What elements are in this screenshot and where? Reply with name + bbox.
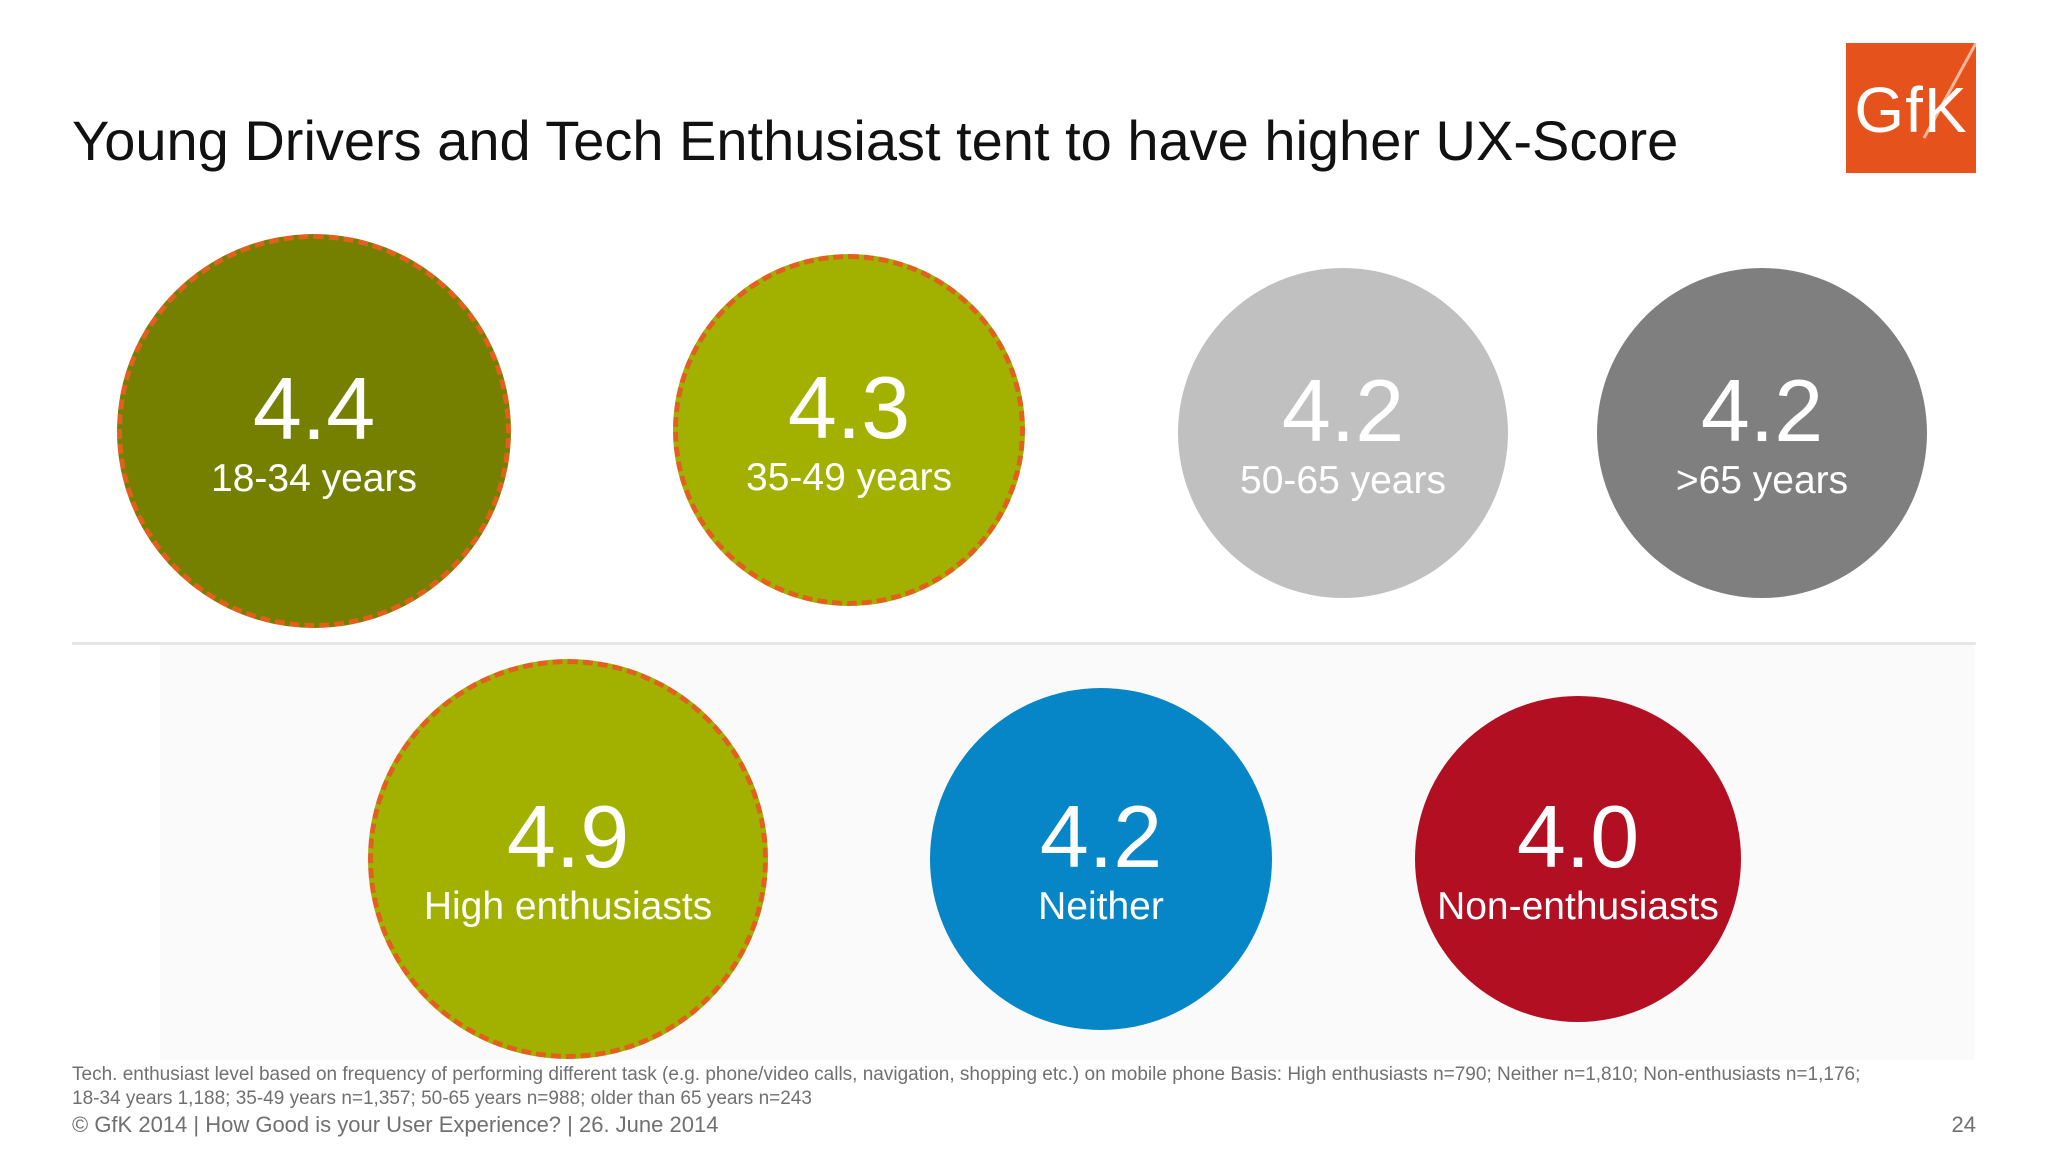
footnote-line-2: 18-34 years 1,188; 35-49 years n=1,357; … (72, 1088, 812, 1109)
slide-title: Young Drivers and Tech Enthusiast tent t… (72, 109, 1679, 172)
bubble-high-enthusiasts: 4.9 High enthusiasts (368, 659, 768, 1059)
bubble-score: 4.2 (1700, 361, 1824, 460)
bubble-score: 4.2 (1039, 787, 1163, 886)
bubble-label: High enthusiasts (423, 885, 713, 928)
bubble-label: Non-enthusiasts (1437, 885, 1719, 928)
bubble-label: 35-49 years (746, 456, 952, 499)
logo-text: GfK (1854, 74, 1968, 146)
section-divider (72, 642, 1976, 645)
bubble-label: Neither (1038, 885, 1164, 928)
logo-slash-icon (1922, 43, 1976, 139)
footer-copyright: © GfK 2014 | How Good is your User Exper… (72, 1112, 719, 1137)
bubble-score: 4.3 (787, 358, 911, 457)
bubble-label: >65 years (1675, 459, 1849, 502)
bubble-age-35-49: 4.3 35-49 years (673, 254, 1025, 606)
bubble-score: 4.0 (1516, 787, 1640, 886)
bubble-score: 4.4 (252, 359, 376, 458)
page-number: 24 (1951, 1112, 1976, 1137)
bubble-neither: 4.2 Neither (930, 688, 1272, 1030)
bubble-score: 4.9 (506, 787, 630, 886)
bubble-label: 50-65 years (1240, 459, 1446, 502)
bubble-age-18-34: 4.4 18-34 years (117, 234, 511, 628)
bubble-score: 4.2 (1281, 361, 1405, 460)
bubble-age-65-plus: 4.2 >65 years (1597, 268, 1927, 598)
gfk-logo: GfK (1846, 43, 1976, 173)
bubble-non-enthusiasts: 4.0 Non-enthusiasts (1415, 696, 1741, 1022)
footnote-line-1: Tech. enthusiast level based on frequenc… (72, 1064, 1861, 1085)
bubble-label: 18-34 years (211, 457, 417, 500)
bubble-age-50-65: 4.2 50-65 years (1178, 268, 1508, 598)
footnote: Tech. enthusiast level based on frequenc… (72, 1063, 1972, 1111)
